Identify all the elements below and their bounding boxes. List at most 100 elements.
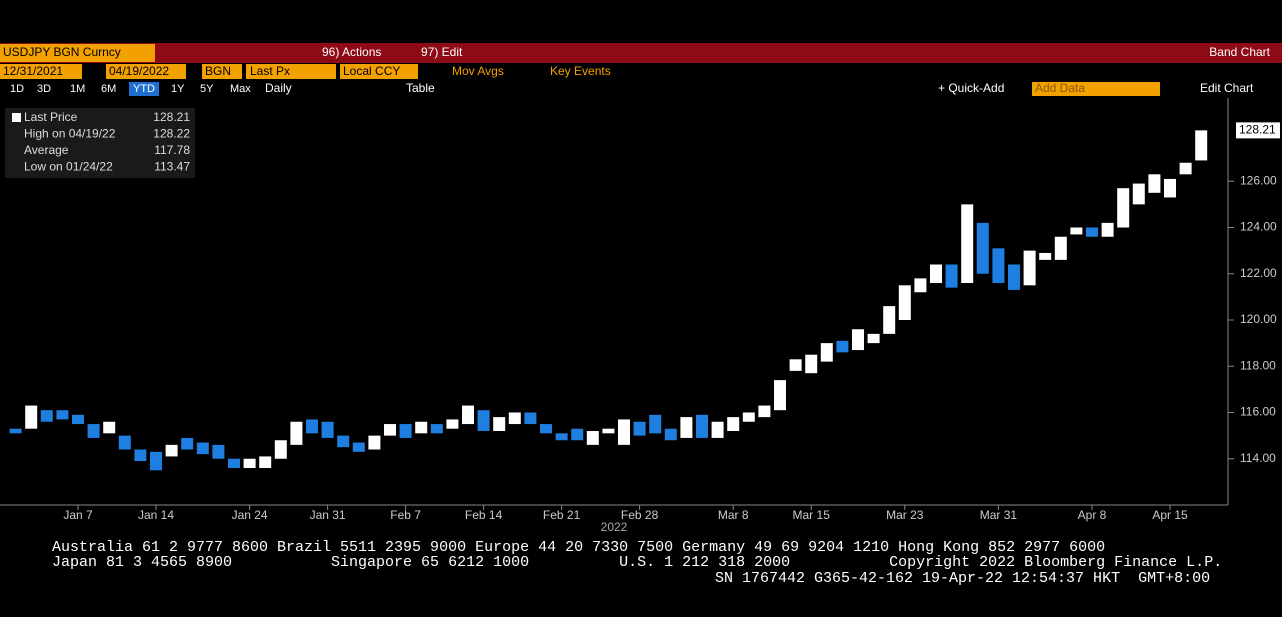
band: [181, 437, 194, 450]
legend-label: Average: [24, 143, 69, 157]
band: [727, 417, 740, 431]
band: [290, 421, 303, 445]
table-button[interactable]: Table: [406, 81, 435, 95]
x-tick-label: Jan 14: [138, 508, 174, 522]
band: [9, 428, 22, 434]
source-field[interactable]: [202, 64, 242, 79]
legend-swatch: [12, 113, 21, 122]
band: [1148, 174, 1161, 193]
security: USDJPY BGN Curncy: [3, 45, 121, 59]
field-field[interactable]: [246, 64, 336, 79]
band: [165, 444, 178, 457]
y-tick-label: 126.00: [1240, 173, 1277, 187]
band: [103, 421, 116, 434]
legend-label: Low on 01/24/22: [24, 160, 113, 174]
start-field[interactable]: [0, 64, 82, 79]
band: [867, 333, 880, 344]
x-tick-label: Apr 15: [1152, 508, 1188, 522]
band: [976, 222, 989, 274]
band: [649, 414, 662, 434]
actions-menu[interactable]: 96) Actions: [322, 45, 381, 59]
y-tick-label: 120.00: [1240, 312, 1277, 326]
period-button[interactable]: 6M: [101, 83, 116, 95]
band: [1086, 227, 1098, 237]
band: [1101, 222, 1114, 237]
band: [852, 329, 864, 351]
edit-chart[interactable]: Edit Chart: [1200, 81, 1254, 95]
band: [618, 419, 630, 445]
period-button[interactable]: YTD: [133, 83, 155, 95]
band: [633, 421, 646, 436]
band: [540, 424, 552, 434]
x-tick-label: Feb 14: [465, 508, 503, 522]
period-button[interactable]: 1M: [70, 83, 85, 95]
band: [446, 419, 459, 429]
band: [1054, 236, 1067, 260]
band: [1132, 183, 1145, 205]
band: [415, 421, 428, 434]
x-tick-label: Mar 23: [886, 508, 924, 522]
band: [493, 417, 506, 431]
currency-field[interactable]: [340, 64, 418, 79]
band: [430, 424, 443, 434]
band: [399, 424, 412, 438]
legend-label: High on 04/19/22: [24, 127, 116, 141]
add-data: Add Data: [1035, 81, 1085, 95]
band: [555, 433, 568, 441]
footer-line: SN 1767442 G365-42-162 19-Apr-22 12:54:3…: [715, 570, 1210, 587]
frequency[interactable]: Daily: [265, 81, 292, 95]
band: [930, 264, 942, 283]
x-tick-label: Feb 21: [543, 508, 581, 522]
period-button[interactable]: 3D: [37, 83, 51, 95]
end-date: 04/19/2022: [109, 64, 169, 78]
band: [1070, 227, 1083, 235]
band: [524, 412, 537, 425]
period-button[interactable]: 5Y: [200, 83, 214, 95]
quick-add[interactable]: + Quick-Add: [938, 81, 1004, 95]
band: [820, 343, 833, 362]
legend-value: 128.21: [153, 110, 190, 124]
band: [228, 458, 240, 468]
period-button[interactable]: 1Y: [171, 83, 185, 95]
band: [1117, 188, 1130, 228]
period-button[interactable]: Max: [230, 83, 251, 95]
band: [56, 410, 69, 420]
y-tick-label: 124.00: [1240, 220, 1277, 234]
x-tick-label: Apr 8: [1078, 508, 1107, 522]
view-name: Band Chart: [1209, 45, 1270, 59]
period-button[interactable]: 1D: [10, 83, 24, 95]
band: [711, 421, 724, 438]
x-tick-label: Jan 7: [63, 508, 93, 522]
band: [680, 417, 693, 438]
band: [774, 380, 786, 411]
band: [40, 410, 53, 422]
band: [196, 442, 209, 455]
add-data-field[interactable]: [1032, 82, 1160, 96]
period-active: [129, 82, 159, 96]
band: [696, 414, 708, 438]
band: [150, 451, 162, 471]
security-field[interactable]: [0, 44, 155, 62]
x-tick-label: Jan 24: [232, 508, 268, 522]
edit-menu[interactable]: 97) Edit: [421, 45, 463, 59]
band: [337, 435, 350, 448]
band: [883, 306, 896, 334]
x-axis-label: 2022: [601, 520, 628, 534]
end-field[interactable]: [106, 64, 186, 79]
y-tick-label: 114.00: [1240, 451, 1276, 465]
legend-value: 128.22: [153, 127, 190, 141]
band: [118, 435, 131, 450]
x-tick-label: Feb 28: [621, 508, 659, 522]
band: [1179, 162, 1192, 175]
band: [586, 431, 599, 445]
band: [1195, 130, 1208, 161]
band: [758, 405, 771, 418]
last-price-tag: [1236, 122, 1280, 139]
mov-avgs[interactable]: Mov Avgs: [452, 64, 504, 78]
x-tick-label: Mar 15: [793, 508, 831, 522]
y-tick-label: 118.00: [1240, 358, 1276, 372]
band: [898, 285, 911, 320]
key-events[interactable]: Key Events: [550, 64, 611, 78]
band: [508, 412, 521, 425]
band: [368, 435, 381, 450]
